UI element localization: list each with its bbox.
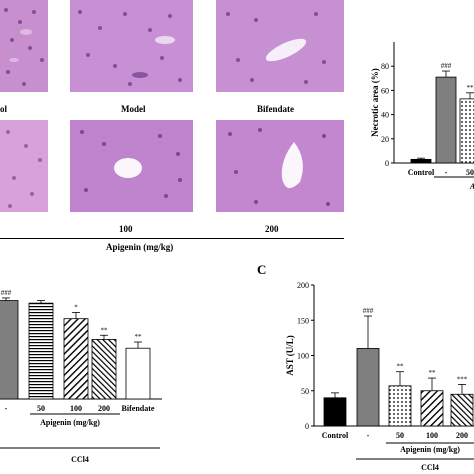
significance-label: **	[397, 363, 405, 371]
bar	[0, 300, 19, 400]
y-tick-label: 150	[297, 316, 309, 325]
micrograph-model-top	[70, 0, 193, 92]
significance-label: ###	[1, 289, 12, 297]
category-label: Bifendate	[122, 404, 155, 413]
bar	[420, 390, 444, 427]
micrograph-apigenin-50-bottom	[70, 120, 193, 212]
bar	[459, 98, 474, 164]
micrograph-bifendate-top	[216, 0, 344, 92]
y-tick-label: 50	[301, 387, 309, 396]
ccl4-label: CCl4	[421, 463, 439, 472]
bar	[435, 76, 457, 164]
label-apigenin-100: 100	[119, 224, 133, 234]
chart-ast: C 0 50 100 150 200 AST (U/L) Control ### - ** 50 ** 1…	[257, 262, 474, 472]
category-label: 100	[70, 404, 82, 413]
y-tick-label: 60	[381, 86, 389, 95]
apigenin-axis-label: Apigenin (mg/kg)	[40, 418, 100, 427]
bar	[63, 318, 89, 400]
bar	[91, 339, 117, 400]
significance-label: **	[429, 369, 437, 377]
significance-label: *	[74, 303, 78, 311]
significance-label: ***	[457, 375, 468, 383]
category-label: -	[445, 168, 448, 177]
significance-label: ###	[441, 62, 452, 70]
significance-label: **	[101, 326, 109, 334]
label-apigenin-200: 200	[265, 224, 279, 234]
category-label: Control	[322, 431, 349, 440]
category-label: 200	[98, 404, 110, 413]
bar	[388, 385, 412, 427]
chart-alt-partial: ### - 50 * 100 ** 200 ** Bifendate Apigenin (mg/k…	[0, 289, 162, 464]
category-label: -	[367, 431, 370, 440]
category-label: 200	[456, 431, 468, 440]
label-model: Model	[121, 104, 146, 114]
y-tick-label: 20	[381, 135, 389, 144]
y-tick-label: 0	[385, 159, 389, 168]
bar	[125, 347, 151, 400]
micrograph-control-bottom	[0, 120, 48, 212]
y-tick-label: 40	[381, 111, 389, 120]
y-axis-label: Necrotic area (%)	[370, 68, 380, 137]
bar	[450, 393, 474, 427]
significance-label: **	[135, 333, 143, 341]
group-underline	[0, 238, 344, 239]
category-label: 50	[37, 404, 45, 413]
category-label: -	[5, 404, 8, 413]
bar	[323, 397, 347, 427]
y-tick-label: 100	[297, 352, 309, 361]
ccl4-label: CCl4	[71, 455, 89, 464]
bar	[356, 348, 380, 427]
category-label: 50	[396, 431, 404, 440]
apigenin-axis-label: Apigenin (mg/kg)	[400, 445, 460, 454]
y-axis-label: AST (U/L)	[285, 335, 295, 376]
category-label: Control	[408, 168, 435, 177]
y-tick-label: 0	[305, 422, 309, 431]
significance-label: **	[467, 84, 474, 92]
panel-letter: C	[257, 262, 266, 277]
micrograph-apigenin-200-bottom	[216, 120, 344, 212]
group-label-partial: A	[469, 182, 474, 191]
y-tick-label: 80	[381, 62, 389, 71]
label-control-partial: ol	[0, 104, 8, 114]
bar	[28, 302, 54, 400]
label-apigenin-group: Apigenin (mg/kg)	[106, 242, 174, 252]
category-label: 100	[426, 431, 438, 440]
bar	[410, 158, 432, 164]
significance-label: ###	[363, 307, 374, 315]
y-tick-label: 200	[297, 281, 309, 290]
micrograph-control-top	[0, 0, 48, 92]
label-bifendate: Bifendate	[257, 104, 294, 114]
category-label: 50	[466, 168, 474, 177]
